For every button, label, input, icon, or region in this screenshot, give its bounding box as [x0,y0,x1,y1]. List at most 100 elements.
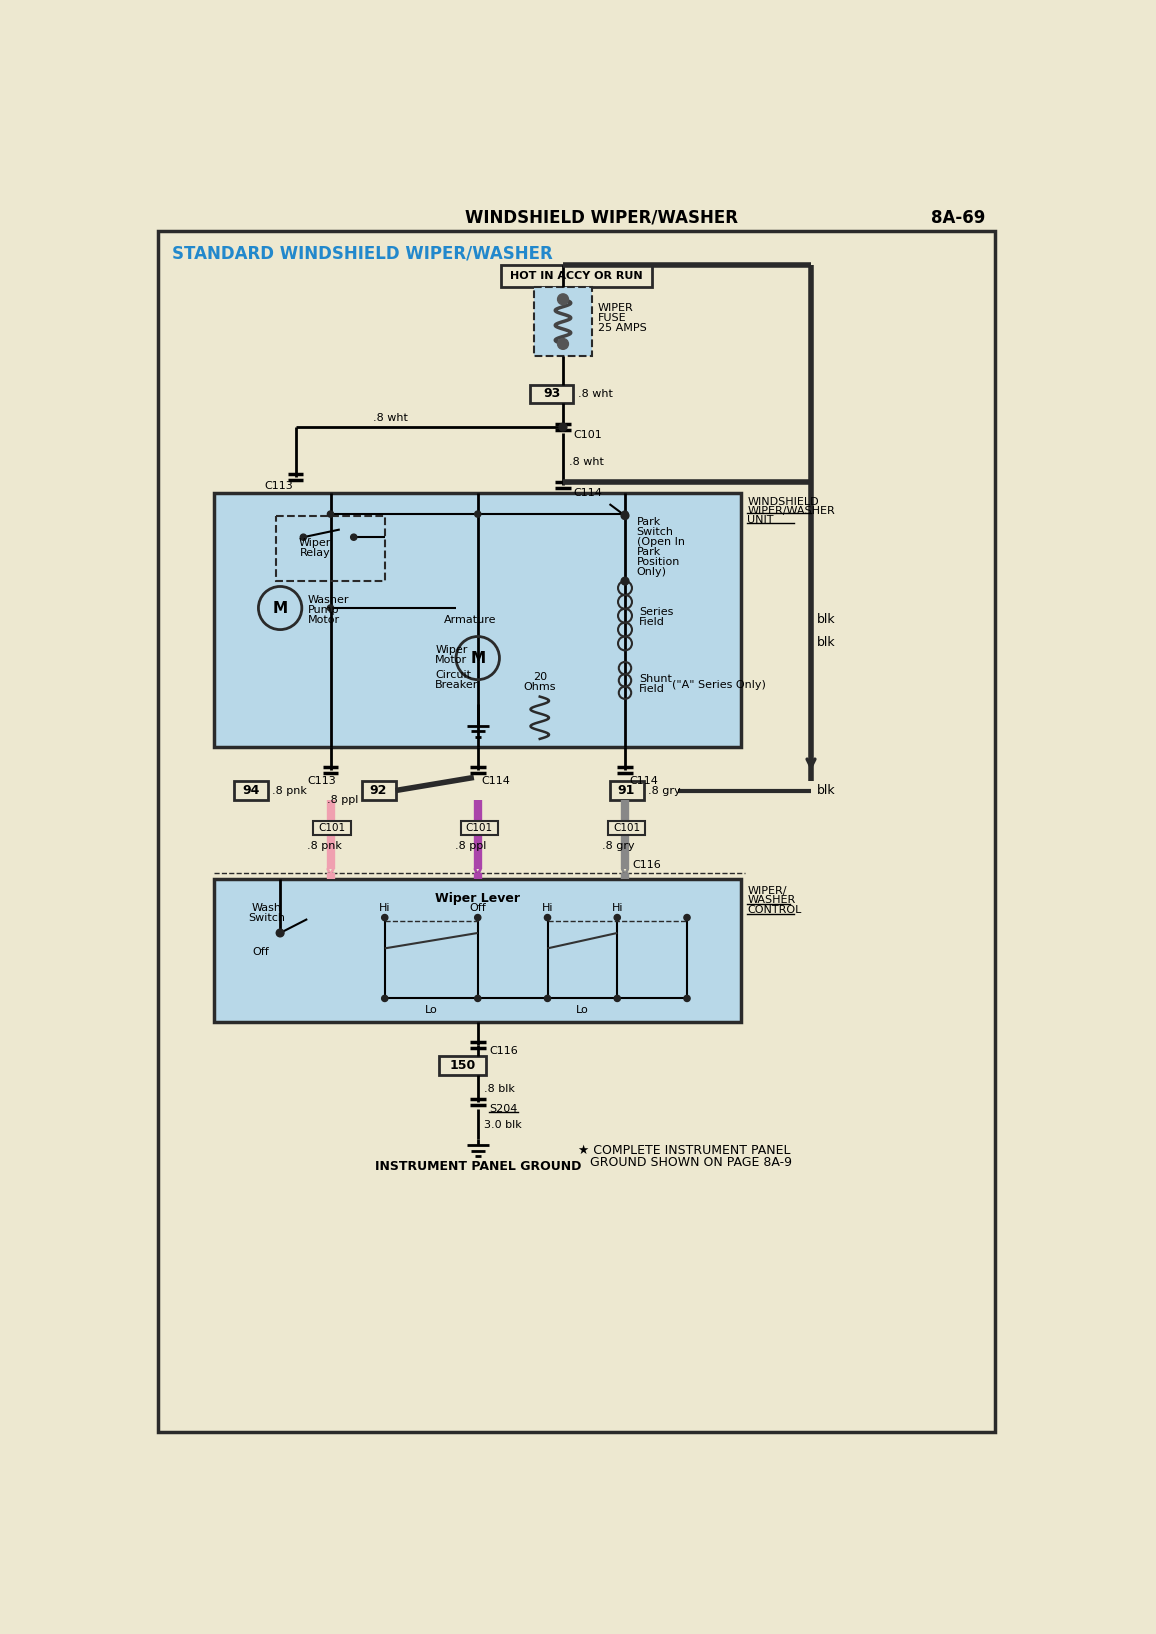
Circle shape [276,930,284,936]
Text: 3.0 blk: 3.0 blk [484,1121,521,1131]
Text: GROUND SHOWN ON PAGE 8A-9: GROUND SHOWN ON PAGE 8A-9 [590,1155,792,1168]
Text: Lo: Lo [576,1005,588,1015]
Text: UNIT: UNIT [748,515,775,525]
Text: Circuit: Circuit [435,670,472,680]
Text: WINDSHIELD WIPER/WASHER: WINDSHIELD WIPER/WASHER [465,209,739,227]
Circle shape [560,423,566,431]
Circle shape [544,915,550,920]
Text: (Open In: (Open In [637,538,684,547]
Text: C113: C113 [265,482,294,492]
Circle shape [301,534,306,541]
Text: Series: Series [639,606,673,618]
Text: M: M [273,601,288,616]
Circle shape [622,511,628,518]
Text: WIPER/: WIPER/ [748,886,787,895]
Circle shape [327,511,334,518]
Text: C114: C114 [573,487,602,497]
Bar [534,288,593,356]
Circle shape [381,915,388,920]
Text: C114: C114 [482,776,511,786]
Text: Motor: Motor [435,655,467,665]
Text: 20: 20 [533,672,547,683]
Text: Off: Off [252,948,269,958]
Circle shape [557,338,569,350]
Circle shape [621,577,629,585]
Text: 92: 92 [370,784,387,797]
Text: C114: C114 [629,776,658,786]
Text: Hi: Hi [612,904,623,913]
Text: blk: blk [817,784,836,797]
Text: S204: S204 [489,1103,518,1113]
Text: 93: 93 [543,387,561,400]
Text: blk: blk [817,636,836,649]
Text: WASHER: WASHER [748,895,795,905]
Text: FUSE: FUSE [598,312,627,324]
Text: Park: Park [637,516,661,526]
Bar [214,492,741,747]
Circle shape [621,511,629,520]
Text: Field: Field [639,685,665,694]
Text: Field: Field [639,618,665,627]
Text: WINDSHIELD: WINDSHIELD [748,497,820,507]
Circle shape [381,995,388,1002]
Text: Wiper Lever: Wiper Lever [436,892,520,905]
Text: 94: 94 [242,784,259,797]
Text: HOT IN ACCY OR RUN: HOT IN ACCY OR RUN [510,271,643,281]
Bar [609,781,644,799]
Text: .8 blk: .8 blk [484,1083,514,1093]
Text: M: M [470,650,486,665]
Text: Switch: Switch [637,526,674,538]
Bar [461,822,498,835]
Text: 25 AMPS: 25 AMPS [598,324,646,333]
Text: .8 wht: .8 wht [578,389,614,399]
Text: Motor: Motor [307,616,340,626]
Circle shape [475,915,481,920]
Circle shape [684,915,690,920]
Text: Position: Position [637,557,680,567]
Text: .8 wht: .8 wht [569,458,605,467]
Text: .8 pnk: .8 pnk [307,842,342,851]
Text: C101: C101 [573,430,602,440]
Text: Relay: Relay [299,547,331,557]
Circle shape [614,915,621,920]
Circle shape [684,995,690,1002]
Text: Park: Park [637,547,661,557]
Text: C116: C116 [489,1046,518,1056]
Text: STANDARD WINDSHIELD WIPER/WASHER: STANDARD WINDSHIELD WIPER/WASHER [171,245,553,263]
Bar [276,516,385,582]
Text: Hi: Hi [379,904,391,913]
Text: .8 ppl: .8 ppl [454,842,486,851]
Text: 8A-69: 8A-69 [931,209,985,227]
Text: Hi: Hi [542,904,554,913]
Text: ("A" Series Only): ("A" Series Only) [672,680,765,690]
Text: Lo: Lo [425,1005,438,1015]
Text: WIPER: WIPER [598,302,633,312]
Bar [608,822,645,835]
Circle shape [475,511,481,518]
Text: C101: C101 [613,824,640,833]
Bar [439,1056,486,1075]
Circle shape [350,534,357,541]
Text: C113: C113 [307,776,336,786]
Text: Pump: Pump [307,605,340,616]
Bar [501,265,652,288]
Text: Washer: Washer [307,595,349,605]
Circle shape [557,294,569,304]
Text: 91: 91 [617,784,636,797]
Bar [531,384,573,404]
Text: .8 pnk: .8 pnk [273,786,307,796]
Text: C101: C101 [466,824,492,833]
Text: WIPER/WASHER: WIPER/WASHER [748,507,835,516]
Text: Breaker: Breaker [435,680,479,690]
Circle shape [544,995,550,1002]
Text: Off: Off [469,904,487,913]
Text: .8 gry: .8 gry [649,786,681,796]
Circle shape [475,995,481,1002]
Text: Ohms: Ohms [524,683,556,693]
Text: Only): Only) [637,567,667,577]
Bar [234,781,268,799]
Text: .8 wht: .8 wht [373,413,408,423]
Text: C116: C116 [632,859,661,871]
Bar [362,781,395,799]
Circle shape [327,605,334,611]
